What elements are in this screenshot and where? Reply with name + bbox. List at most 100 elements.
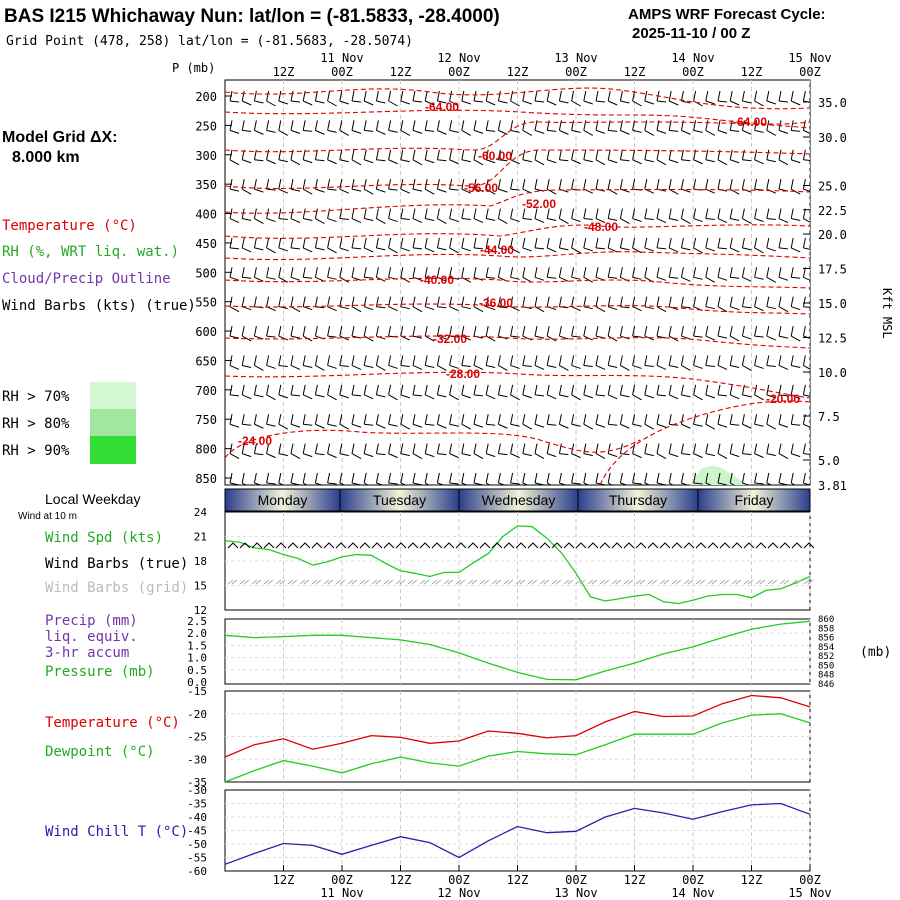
wind-barb	[375, 149, 386, 162]
temperature-tick-label: -25	[187, 731, 207, 744]
surface-barb-true	[455, 542, 467, 549]
wind-chill-tick-label: -40	[187, 811, 207, 824]
surface-barb-grid	[587, 579, 598, 585]
wind-barb	[558, 443, 569, 456]
surface-barb-true	[359, 542, 371, 549]
wind-barb	[619, 237, 630, 251]
wind-barb	[656, 355, 667, 370]
wind-barb	[278, 472, 285, 485]
pressure-tick-label: 750	[195, 413, 217, 427]
wind-barb	[339, 355, 349, 367]
surface-barb-true	[743, 542, 755, 549]
wind-barb	[546, 267, 557, 279]
mb-unit-label: (mb)	[860, 645, 891, 660]
surface-barb-true	[287, 542, 299, 549]
wind-barb	[314, 414, 325, 429]
wind-barb	[778, 208, 789, 223]
wind-barb	[497, 355, 508, 371]
bottom-time-label: 12Z	[741, 873, 763, 887]
surface-barb-true	[575, 542, 587, 549]
wind-barb	[558, 208, 569, 224]
wind-barb	[534, 325, 545, 339]
wind-barb	[473, 414, 484, 428]
wind-barb	[424, 355, 435, 368]
accum-label: 3-hr accum	[45, 645, 129, 661]
wind-barb	[351, 384, 362, 397]
wind-barb	[595, 384, 606, 397]
temperature-contour-line	[225, 251, 810, 261]
cycle-value: 2025-11-10 / 00 Z	[632, 25, 750, 42]
surface-barb-true	[467, 542, 479, 549]
wind-barb	[363, 414, 374, 426]
temperature-contour-label: -44.00	[480, 243, 514, 257]
bottom-time-label: 12Z	[624, 873, 646, 887]
wind-barb	[449, 384, 459, 401]
wind-barb	[412, 149, 423, 166]
wind-chill-tick-label: -60	[187, 865, 207, 878]
surface-barb-grid	[275, 579, 286, 585]
wind-barb	[729, 414, 740, 426]
surface-barb-grid	[791, 579, 802, 585]
wind-barb	[363, 120, 374, 132]
wind-barb	[766, 267, 777, 283]
wind-barb	[790, 443, 801, 458]
wind-barb	[741, 325, 752, 340]
wind-barb	[290, 355, 301, 370]
surface-barb-grid	[491, 579, 502, 585]
wind-barb	[693, 120, 703, 133]
wind-barb	[278, 355, 288, 367]
wind-barb	[790, 120, 801, 132]
temperature-contour-label: -60.00	[478, 149, 512, 163]
wind-barb	[705, 325, 716, 341]
pressure-tick-label: 350	[195, 178, 217, 192]
wind-barb	[412, 355, 423, 370]
surface-barb-grid	[371, 579, 382, 585]
wind-barb	[656, 472, 667, 485]
wind-barb	[314, 472, 323, 485]
pressure-tick-label: 846	[818, 680, 834, 690]
wind-barb	[790, 237, 801, 253]
bottom-date-label: 12 Nov	[437, 886, 480, 900]
wind-barb	[327, 443, 337, 459]
wind-barb	[558, 149, 569, 162]
wind-barb	[436, 355, 447, 371]
wind-barb	[583, 208, 593, 221]
wind-barb	[705, 267, 716, 283]
wind-barb	[534, 414, 545, 428]
surface-barb-grid	[803, 579, 814, 585]
wind-barb	[290, 120, 301, 134]
wind-barb	[802, 443, 810, 455]
surface-barb-true	[791, 542, 803, 549]
wind-barb	[253, 237, 264, 251]
wind-barb	[412, 472, 423, 485]
temperature-contour-label: -40.00	[420, 273, 454, 287]
wind-barb	[461, 267, 472, 283]
wind-barb	[290, 296, 301, 313]
surface-barb-grid	[467, 579, 478, 585]
wind-barb	[375, 179, 386, 193]
wind-barb	[778, 472, 789, 485]
wind-barbs	[229, 90, 810, 485]
wind-barbs-grid-label: Wind Barbs (grid)	[45, 580, 188, 596]
wind-barb	[790, 355, 801, 368]
wind-barb	[449, 208, 459, 223]
temperature-contour-line	[225, 87, 810, 110]
wind-barb	[266, 384, 276, 401]
wind-barb	[717, 296, 728, 313]
wind-barb	[741, 384, 752, 398]
wind-barb	[412, 384, 423, 397]
wind-barb	[253, 443, 264, 456]
wind-barb	[571, 296, 581, 312]
wind-barb	[290, 237, 301, 250]
wind-barb	[632, 296, 642, 312]
top-time-label: 12Z	[273, 65, 295, 79]
wind-barb	[754, 267, 764, 280]
wind-barb	[644, 120, 655, 136]
wind-barb	[473, 237, 484, 250]
wind-barb	[339, 120, 350, 136]
wind-barb	[522, 120, 533, 136]
wind-barb	[741, 90, 752, 104]
wind-barb	[729, 325, 740, 342]
wind-barb	[436, 384, 447, 398]
